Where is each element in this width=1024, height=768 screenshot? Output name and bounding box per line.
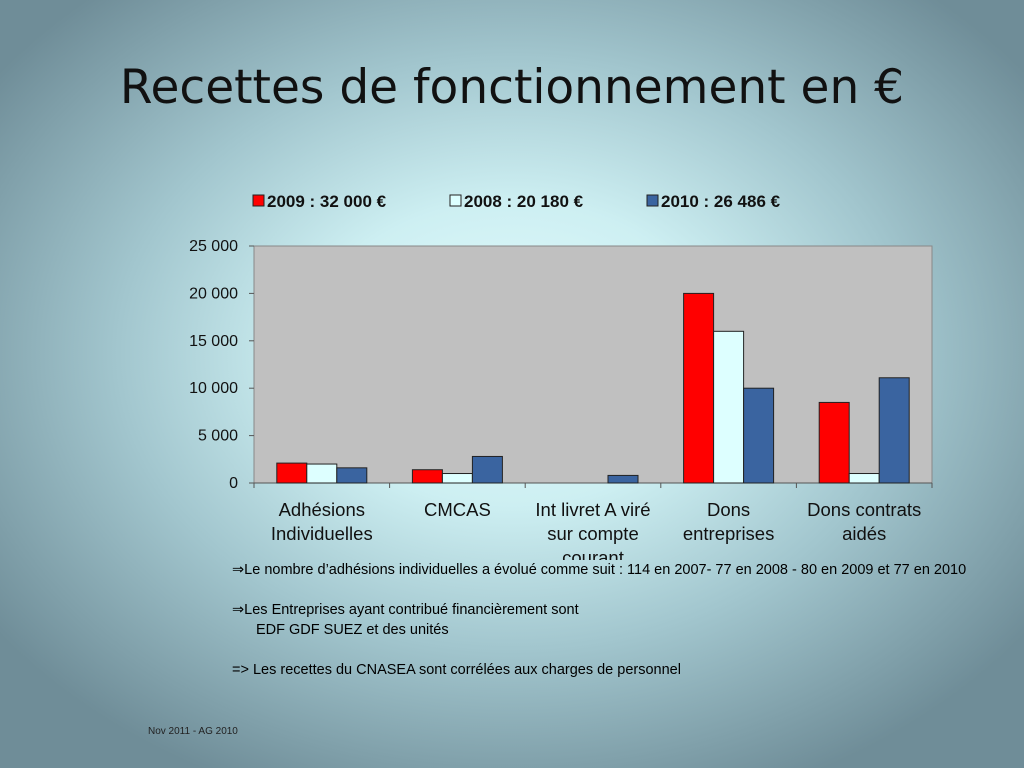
bar-chart: 0 5 000 10 000 15 000 20 000 25 000 Adhésions I… (189, 192, 933, 560)
legend-swatch (646, 194, 659, 207)
slide-title: Recettes de fonctionnement en € (119, 60, 905, 115)
x-category-label: entreprises (683, 523, 775, 544)
y-tick-label: 0 (229, 475, 238, 492)
x-category-label: Dons (707, 499, 750, 520)
x-category-label: CMCAS (424, 499, 491, 520)
legend-swatch (449, 194, 462, 207)
legend-label: 2010 : 26 486 € (661, 192, 781, 211)
implies-arrow-icon: ⇒ (232, 602, 245, 618)
bar-2008-2 (441, 473, 473, 484)
x-category-label: Int livret A viré (535, 499, 650, 520)
bar-2008-4 (713, 330, 745, 484)
bar-2009-1 (276, 462, 308, 484)
bar-2008-1 (306, 463, 338, 484)
bar-2008-5 (848, 473, 880, 484)
y-tick-label: 25 000 (189, 238, 238, 255)
x-category-label: Individuelles (271, 523, 373, 544)
bar-2009-2 (411, 469, 443, 484)
y-tick-label: 15 000 (189, 333, 238, 350)
y-tick-label: 20 000 (189, 285, 238, 302)
x-category-label: Adhésions (279, 499, 365, 520)
bar-2010-4 (743, 387, 775, 484)
x-category-label: sur compte (547, 523, 639, 544)
x-category-label: courant (562, 547, 624, 560)
legend-label: 2009 : 32 000 € (267, 192, 387, 211)
x-category-label: Dons contrats (807, 499, 921, 520)
notes: ⇒Le nombre d’adhésions individuelles a é… (232, 560, 1002, 680)
y-tick-label: 10 000 (189, 380, 238, 397)
note-entreprises-list: EDF GDF SUEZ et des unités (256, 622, 449, 638)
x-category-label: aidés (842, 523, 886, 544)
note-entreprises: ⇒Les Entreprises ayant contribué financi… (232, 602, 579, 618)
note-adhesions: ⇒Le nombre d’adhésions individuelles a é… (232, 562, 967, 578)
bar-2009-5 (818, 401, 850, 484)
slide-footer: Nov 2011 - AG 2010 (148, 726, 238, 737)
legend-label: 2008 : 20 180 € (464, 192, 584, 211)
bar-2010-1 (336, 467, 368, 484)
bar-2010-3 (607, 474, 639, 484)
bar-2010-5 (878, 377, 910, 484)
implies-arrow-icon: ⇒ (232, 562, 245, 578)
legend-swatch (252, 194, 265, 207)
note-cnasea: => Les recettes du CNASEA sont corrélées… (232, 662, 681, 678)
y-tick-label: 5 000 (198, 428, 238, 445)
bar-2009-4 (683, 292, 715, 484)
bar-2010-2 (471, 455, 503, 484)
